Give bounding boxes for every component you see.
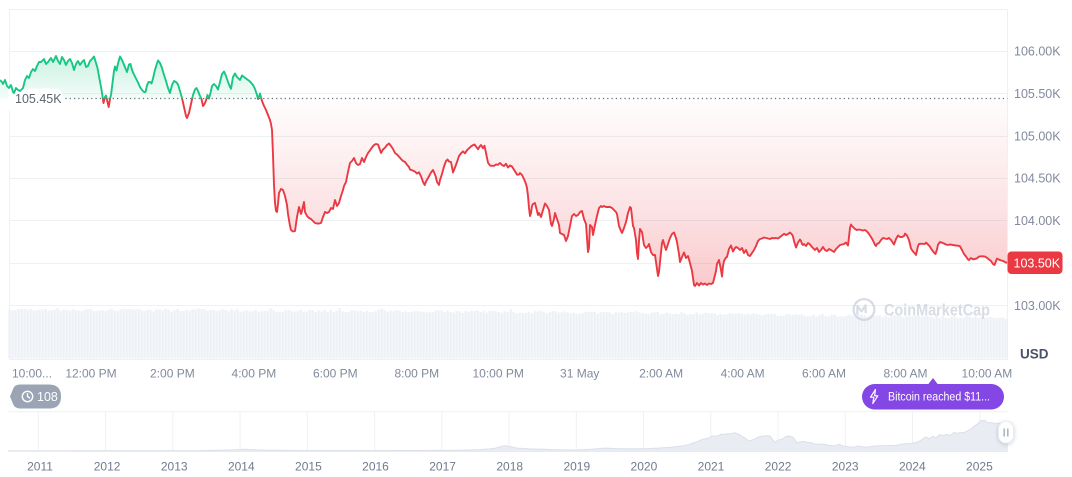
svg-text:104.50K: 104.50K bbox=[1014, 172, 1061, 186]
svg-text:8:00 AM: 8:00 AM bbox=[883, 367, 927, 381]
svg-text:2015: 2015 bbox=[295, 460, 322, 474]
svg-text:10:00 AM: 10:00 AM bbox=[962, 367, 1013, 381]
svg-text:2023: 2023 bbox=[832, 460, 859, 474]
svg-text:2014: 2014 bbox=[228, 460, 255, 474]
svg-text:4:00 AM: 4:00 AM bbox=[721, 367, 765, 381]
svg-text:2:00 AM: 2:00 AM bbox=[639, 367, 683, 381]
svg-text:105.50K: 105.50K bbox=[1014, 87, 1061, 101]
svg-text:2018: 2018 bbox=[496, 460, 523, 474]
svg-text:8:00 PM: 8:00 PM bbox=[394, 367, 439, 381]
svg-text:10:00 PM: 10:00 PM bbox=[473, 367, 524, 381]
svg-text:103.00K: 103.00K bbox=[1014, 299, 1061, 313]
svg-text:2016: 2016 bbox=[362, 460, 389, 474]
svg-text:2021: 2021 bbox=[698, 460, 725, 474]
svg-text:USD: USD bbox=[1020, 347, 1049, 362]
svg-text:106.00K: 106.00K bbox=[1014, 45, 1061, 59]
svg-text:Bitcoin reached $11...: Bitcoin reached $11... bbox=[888, 390, 990, 404]
svg-text:2024: 2024 bbox=[899, 460, 926, 474]
svg-text:6:00 AM: 6:00 AM bbox=[802, 367, 846, 381]
svg-text:2019: 2019 bbox=[563, 460, 590, 474]
svg-text:104.00K: 104.00K bbox=[1014, 214, 1061, 228]
svg-text:2025: 2025 bbox=[966, 460, 993, 474]
svg-text:12:00 PM: 12:00 PM bbox=[65, 367, 116, 381]
svg-text:2013: 2013 bbox=[161, 460, 188, 474]
svg-text:CoinMarketCap: CoinMarketCap bbox=[884, 301, 990, 320]
svg-text:2012: 2012 bbox=[94, 460, 121, 474]
svg-text:2017: 2017 bbox=[429, 460, 456, 474]
svg-text:4:00 PM: 4:00 PM bbox=[232, 367, 277, 381]
svg-text:31 May: 31 May bbox=[560, 367, 599, 381]
svg-text:2011: 2011 bbox=[27, 460, 53, 474]
svg-text:103.50K: 103.50K bbox=[1014, 256, 1061, 270]
svg-text:2022: 2022 bbox=[765, 460, 792, 474]
svg-text:2020: 2020 bbox=[631, 460, 658, 474]
svg-text:108: 108 bbox=[37, 390, 58, 404]
svg-text:2:00 PM: 2:00 PM bbox=[150, 367, 195, 381]
svg-text:6:00 PM: 6:00 PM bbox=[313, 367, 358, 381]
svg-text:105.45K: 105.45K bbox=[15, 92, 62, 106]
svg-text:105.00K: 105.00K bbox=[1014, 129, 1061, 143]
svg-text:10:00...: 10:00... bbox=[12, 367, 52, 381]
